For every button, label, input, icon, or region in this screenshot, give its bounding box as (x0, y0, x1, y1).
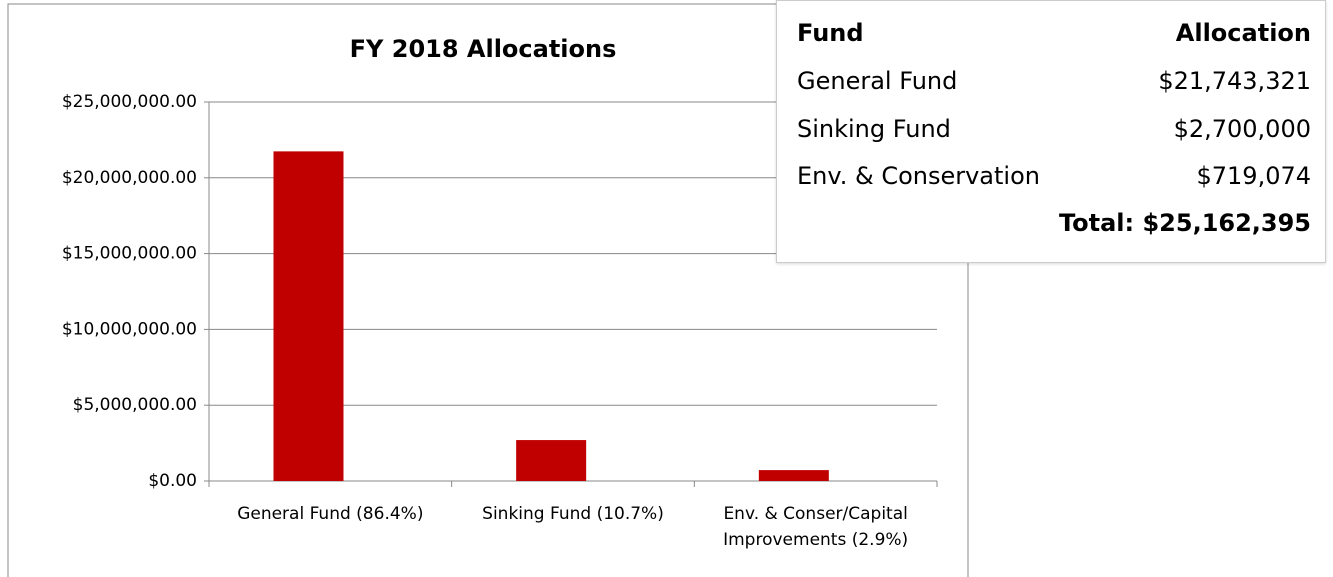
y-tick-label: $0.00 (148, 471, 197, 491)
table-total: Total: $25,162,395 (1058, 209, 1311, 237)
y-tick-label: $25,000,000.00 (62, 92, 197, 112)
x-tick-label: Sinking Fund (10.7%) (482, 504, 664, 524)
bar (758, 470, 829, 481)
table-cell: $2,700,000 (1173, 114, 1311, 143)
table-header: Fund (797, 19, 864, 47)
table-cell: $21,743,321 (1158, 67, 1311, 95)
table-header: Allocation (1175, 19, 1311, 47)
bar (516, 440, 587, 481)
table-cell: $719,074 (1196, 162, 1311, 190)
y-tick-label: $15,000,000.00 (62, 244, 197, 264)
table-cell: General Fund (797, 67, 958, 95)
allocation-table: Fund Allocation Total: $25,162,395 Gener… (776, 0, 1326, 263)
bar (273, 151, 344, 481)
table-cell: Env. & Conservation (797, 162, 1040, 190)
y-tick-label: $20,000,000.00 (62, 168, 197, 188)
y-tick-label: $5,000,000.00 (73, 395, 197, 415)
chart-title: FY 2018 Allocations (350, 35, 617, 63)
table-cell: Sinking Fund (797, 114, 951, 143)
x-tick-label: General Fund (86.4%) (237, 504, 424, 524)
x-tick-label: Env. & Conser/Capital Improvements (2.9%… (723, 504, 909, 550)
y-tick-label: $10,000,000.00 (62, 319, 197, 339)
